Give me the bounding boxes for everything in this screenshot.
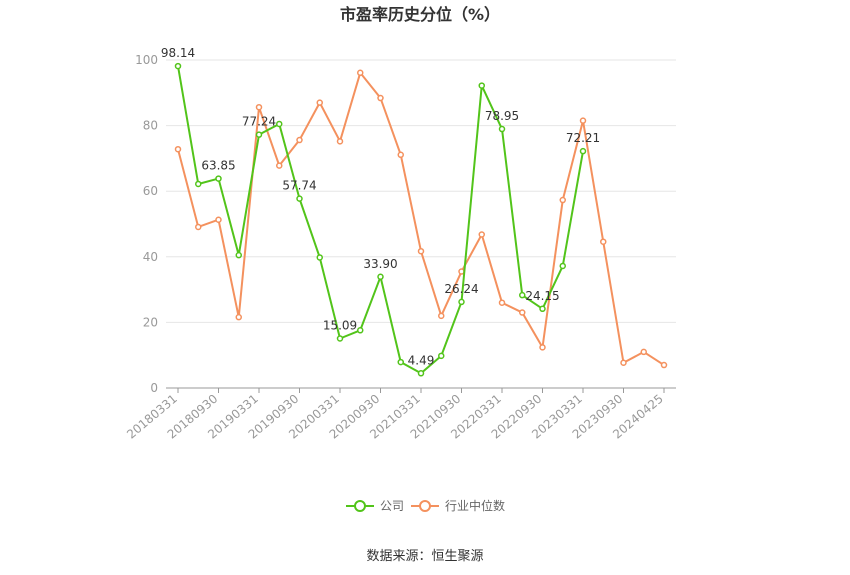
y-tick-label: 80	[143, 119, 158, 133]
y-tick-label: 100	[135, 53, 158, 67]
data-point	[620, 359, 627, 366]
data-point	[195, 223, 202, 231]
data-point	[539, 305, 546, 313]
data-point	[478, 231, 485, 238]
data-point	[397, 151, 404, 159]
data-label: 24.15	[525, 289, 559, 303]
data-point	[195, 180, 202, 188]
data-point	[458, 298, 465, 306]
series-layer	[174, 62, 668, 377]
data-point	[417, 247, 425, 255]
data-point	[498, 299, 506, 306]
data-label: 33.90	[363, 257, 397, 271]
y-tick-label: 40	[143, 250, 158, 264]
data-point	[215, 175, 222, 182]
y-tick-label: 0	[150, 381, 158, 395]
data-point	[357, 69, 364, 77]
y-axis: 0 20 40 60 80 100	[135, 53, 158, 395]
data-point	[357, 327, 364, 334]
data-label: 4.49	[408, 353, 435, 367]
data-point	[276, 162, 283, 169]
legend-item-industry[interactable]: 行业中位数	[411, 498, 505, 513]
data-point	[235, 313, 242, 321]
data-point	[235, 251, 242, 259]
data-point	[174, 145, 182, 153]
y-tick-label: 60	[143, 184, 158, 198]
data-point	[498, 125, 506, 133]
data-label: 63.85	[201, 159, 235, 173]
data-point	[276, 120, 283, 128]
data-point	[519, 291, 526, 299]
data-point	[660, 361, 668, 369]
legend-swatch-marker	[419, 500, 431, 512]
series-line-company	[177, 65, 584, 375]
data-point	[579, 117, 587, 124]
data-point	[296, 136, 303, 144]
data-point	[377, 273, 384, 281]
legend[interactable]: 公司 行业中位数	[346, 498, 505, 513]
legend-item-company[interactable]: 公司	[346, 499, 404, 513]
chart-title: 市盈率历史分位（%）	[340, 5, 500, 24]
data-point	[519, 309, 526, 316]
data-label: 78.95	[485, 109, 519, 123]
source-note: 数据来源：恒生聚源	[366, 549, 483, 564]
data-label: 77.24	[242, 115, 276, 129]
data-label: 15.09	[323, 319, 357, 333]
data-point	[316, 99, 323, 106]
legend-swatch-marker	[354, 500, 366, 512]
legend-label: 公司	[380, 499, 404, 513]
data-label: 57.74	[282, 179, 316, 193]
data-point	[377, 94, 384, 102]
data-point	[559, 262, 566, 270]
x-axis: 2018033120180930201903312019093020200331…	[124, 387, 676, 442]
data-point	[215, 216, 222, 223]
data-point	[640, 348, 647, 356]
data-point	[255, 131, 263, 138]
data-point	[438, 352, 445, 360]
data-point	[539, 344, 546, 351]
data-label: 98.14	[161, 46, 195, 60]
data-labels: 98.14 63.85 77.24 57.74 15.09 33.90 4.49 26.24 7…	[161, 46, 600, 367]
data-point	[255, 103, 263, 111]
data-point	[417, 370, 425, 377]
data-point	[438, 312, 445, 320]
data-point	[397, 358, 404, 366]
y-tick-label: 20	[143, 315, 158, 329]
data-point	[296, 195, 303, 202]
data-point	[478, 82, 485, 89]
legend-label: 行业中位数	[445, 498, 505, 513]
data-label: 26.24	[444, 282, 478, 296]
data-point	[600, 238, 607, 245]
data-point	[559, 196, 566, 204]
data-point	[316, 254, 323, 261]
data-point	[336, 335, 344, 342]
data-label: 72.21	[566, 131, 600, 145]
data-point	[336, 138, 344, 145]
data-point	[174, 62, 182, 70]
data-point	[579, 147, 587, 155]
